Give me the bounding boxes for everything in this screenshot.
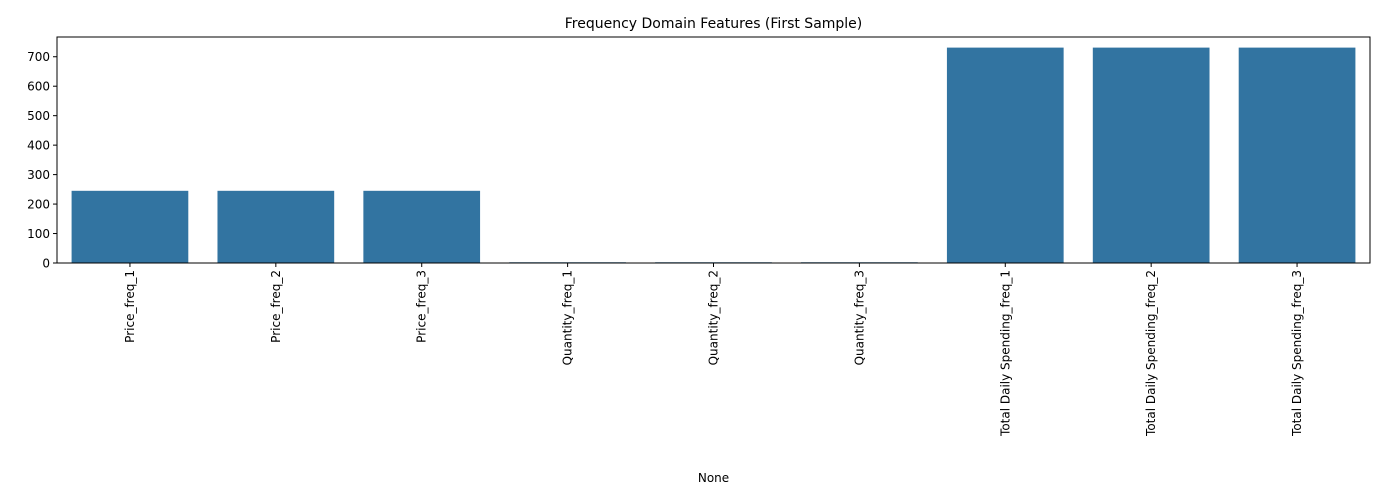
x-tick-label: Quantity_freq_1 <box>561 270 575 365</box>
x-tick-label: Total Daily Spending_freq_2 <box>1144 270 1158 437</box>
chart-title: Frequency Domain Features (First Sample) <box>565 16 863 32</box>
bar-2 <box>217 190 335 263</box>
x-tick-label: Quantity_freq_2 <box>707 270 721 365</box>
x-axis-label: None <box>698 471 729 485</box>
y-tick-label: 700 <box>27 50 50 64</box>
x-axis: Price_freq_1 Price_freq_2 Price_freq_3 Quan… <box>123 263 1304 437</box>
bar-8 <box>1092 47 1210 264</box>
x-tick-label: Total Daily Spending_freq_3 <box>1290 270 1304 437</box>
y-tick-label: 200 <box>27 198 50 212</box>
x-tick-label: Quantity_freq_3 <box>852 270 866 365</box>
y-tick-label: 500 <box>27 109 50 123</box>
x-tick-label: Price_freq_3 <box>415 270 429 343</box>
bar-7 <box>946 47 1064 264</box>
x-tick-label: Price_freq_2 <box>269 270 283 343</box>
y-tick-label: 400 <box>27 139 50 153</box>
y-tick-label: 0 <box>42 257 50 271</box>
y-tick-label: 300 <box>27 168 50 182</box>
y-tick-label: 100 <box>27 227 50 241</box>
x-tick-label: Price_freq_1 <box>123 270 137 343</box>
y-axis: 0 100 200 300 400 500 600 700 <box>27 50 57 271</box>
plot-frame <box>56 36 1371 264</box>
bar-9 <box>1238 47 1356 264</box>
bars-layer <box>71 47 1356 264</box>
bar-3 <box>363 190 481 263</box>
x-tick-label: Total Daily Spending_freq_1 <box>998 270 1012 437</box>
bar-1 <box>71 190 189 263</box>
y-tick-label: 600 <box>27 80 50 94</box>
